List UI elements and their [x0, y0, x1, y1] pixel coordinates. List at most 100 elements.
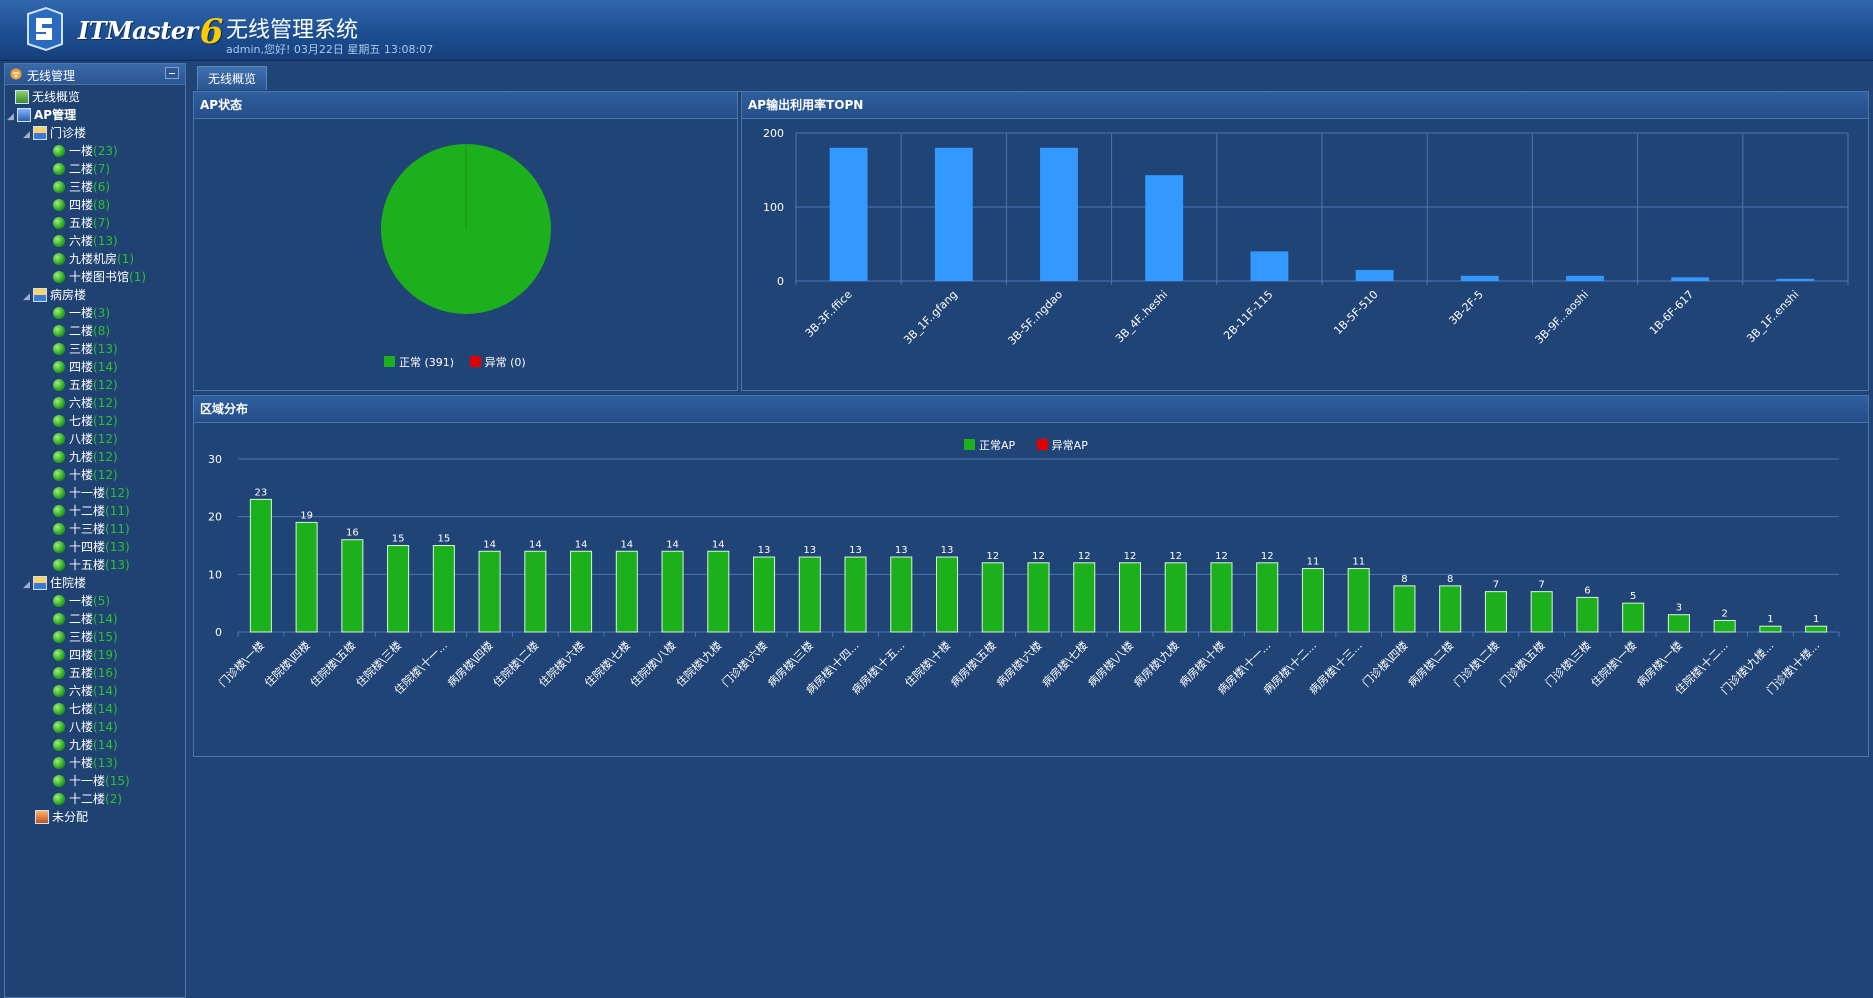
tree-item-floor[interactable]: 三楼(15): [53, 628, 118, 646]
tree-item-label: 未分配: [52, 810, 89, 824]
tree-item-floor[interactable]: 十三楼(11): [53, 520, 130, 538]
bar-1B-6F-617: [1671, 277, 1710, 281]
tree-item-floor[interactable]: 四楼(8): [53, 196, 110, 214]
tree-item-floor[interactable]: 七楼(12): [53, 412, 118, 430]
ap-status-icon: [53, 469, 65, 481]
floor-count: (14): [93, 360, 118, 374]
tree-item-unassigned[interactable]: 未分配: [35, 808, 88, 826]
tree-item-floor[interactable]: 十楼(12): [53, 466, 118, 484]
ap-status-icon: [53, 199, 65, 211]
ap-status-icon: [53, 253, 65, 265]
tree-item-floor[interactable]: 九楼(12): [53, 448, 118, 466]
tree-item-floor[interactable]: 五楼(12): [53, 376, 118, 394]
tree-item-overview[interactable]: 无线概览: [15, 88, 80, 106]
bar-病房楼\十五...: [890, 556, 913, 633]
tree-item-building[interactable]: ◢ 住院楼: [23, 574, 86, 592]
tree-item-floor[interactable]: 十一楼(15): [53, 772, 130, 790]
bar-value-label: 5: [1630, 591, 1636, 602]
tree-item-floor[interactable]: 十五楼(13): [53, 556, 130, 574]
tree-item-floor[interactable]: 三楼(13): [53, 340, 118, 358]
bar-value-label: 1: [1767, 614, 1773, 625]
ap-status-panel: AP状态 正常 (391) 异常 (0): [193, 91, 738, 391]
tree-item-floor[interactable]: 四楼(19): [53, 646, 118, 664]
floor-count: (2): [105, 792, 123, 806]
bar-value-label: 11: [1307, 557, 1320, 568]
tree-item-floor[interactable]: 五楼(7): [53, 214, 110, 232]
floor-label: 二楼: [69, 612, 94, 626]
tree-item-floor[interactable]: 二楼(7): [53, 160, 110, 178]
user-info: admin,您好! 03月22日 星期五 13:08:07: [226, 43, 434, 56]
tree-item-floor[interactable]: 八楼(14): [53, 718, 118, 736]
tree-item-floor[interactable]: 三楼(6): [53, 178, 110, 196]
tree-item-floor[interactable]: 一楼(3): [53, 304, 110, 322]
floor-label: 八楼: [69, 432, 94, 446]
y-tick-label: 20: [208, 511, 222, 524]
tree-item-floor[interactable]: 一楼(23): [53, 142, 118, 160]
tree-item-ap-management[interactable]: ◢ AP管理: [7, 106, 76, 124]
floor-label: 十二楼: [69, 792, 106, 806]
bar-门诊楼\五楼: [1530, 591, 1553, 633]
bar-value-label: 23: [255, 487, 268, 498]
legend-swatch-normal: [384, 356, 395, 367]
x-tick-label: 病房楼\二楼: [1405, 638, 1456, 689]
bar-value-label: 11: [1352, 557, 1365, 568]
panel-title: 区域分布: [194, 396, 1868, 423]
floor-label: 九楼: [69, 738, 94, 752]
bar-3B-9F...aoshi: [1566, 275, 1604, 281]
tree-item-floor[interactable]: 四楼(14): [53, 358, 118, 376]
floor-count: (12): [93, 396, 118, 410]
collapse-button[interactable]: [165, 67, 179, 79]
tree-item-floor[interactable]: 十二楼(2): [53, 790, 122, 808]
floor-count: (11): [105, 522, 130, 536]
ap-status-icon: [53, 397, 65, 409]
bar-住院楼\四楼: [295, 521, 318, 633]
tree-item-floor[interactable]: 七楼(14): [53, 700, 118, 718]
tree-item-building[interactable]: ◢ 门诊楼: [23, 124, 86, 142]
tree-item-floor[interactable]: 十一楼(12): [53, 484, 130, 502]
tree-item-floor[interactable]: 六楼(14): [53, 682, 118, 700]
area-distribution-panel: 区域分布 正常AP 异常AP 0 10 20 30 23 门诊楼\一楼 19 住院楼\四楼 16…: [193, 395, 1869, 757]
floor-label: 十一楼: [69, 486, 106, 500]
x-tick-label: 住院楼\八楼: [627, 638, 678, 689]
floor-count: (15): [93, 630, 118, 644]
area-distribution-bar-chart: 010203023门诊楼\一楼19住院楼\四楼16住院楼\五楼15住院楼\三楼1…: [208, 453, 1840, 697]
tree-item-floor[interactable]: 六楼(13): [53, 232, 118, 250]
floor-label: 十五楼: [69, 558, 106, 572]
tree-item-floor[interactable]: 二楼(14): [53, 610, 118, 628]
tree-item-label: 住院楼: [50, 576, 87, 590]
tree-item-building[interactable]: ◢ 病房楼: [23, 286, 86, 304]
floor-label: 五楼: [69, 666, 94, 680]
tree-item-floor[interactable]: 八楼(12): [53, 430, 118, 448]
tree-item-floor[interactable]: 十四楼(13): [53, 538, 130, 556]
tree-item-floor[interactable]: 九楼机房(1): [53, 250, 134, 268]
tree-item-floor[interactable]: 十二楼(11): [53, 502, 130, 520]
wireless-icon: [10, 68, 22, 80]
tree-item-floor[interactable]: 一楼(5): [53, 592, 110, 610]
tree-item-floor[interactable]: 二楼(8): [53, 322, 110, 340]
floor-label: 一楼: [69, 144, 94, 158]
floor-label: 九楼: [69, 450, 94, 464]
floor-label: 五楼: [69, 378, 94, 392]
bar-value-label: 14: [575, 539, 588, 550]
bar-value-label: 12: [1215, 551, 1228, 562]
bar-value-label: 1: [1813, 614, 1819, 625]
tree-item-floor[interactable]: 九楼(14): [53, 736, 118, 754]
tree-item-floor[interactable]: 十楼图书馆(1): [53, 268, 146, 286]
ap-status-icon: [53, 649, 65, 661]
floor-count: (12): [93, 468, 118, 482]
tab-wireless-overview[interactable]: 无线概览: [197, 66, 268, 90]
tree-item-floor[interactable]: 十楼(13): [53, 754, 118, 772]
floor-count: (15): [105, 774, 130, 788]
ap-status-icon: [53, 145, 65, 157]
floor-label: 四楼: [69, 648, 94, 662]
legend-swatch-abnormal: [1036, 439, 1048, 450]
overview-icon: [15, 90, 29, 104]
tree-item-floor[interactable]: 六楼(12): [53, 394, 118, 412]
ap-status-icon: [53, 685, 65, 697]
floor-label: 十楼: [69, 756, 94, 770]
x-tick-label: 3B-9F...aoshi: [1533, 288, 1592, 347]
bar-3B_1F..enshi: [1776, 278, 1815, 281]
tree-item-floor[interactable]: 五楼(16): [53, 664, 118, 682]
ap-status-icon: [53, 505, 65, 517]
floor-count: (1): [129, 270, 147, 284]
